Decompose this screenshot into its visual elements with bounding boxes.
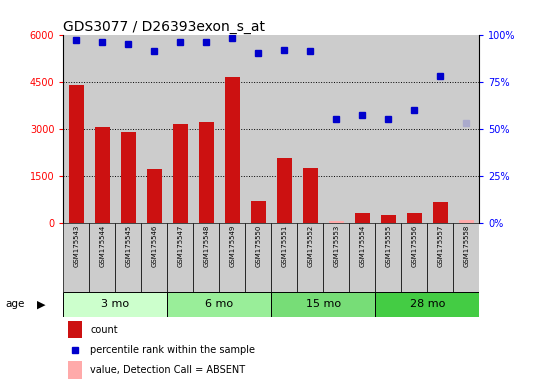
Bar — [453, 35, 479, 223]
Bar — [193, 223, 219, 292]
Bar — [271, 292, 375, 317]
Text: age: age — [6, 299, 25, 310]
Bar — [428, 35, 453, 223]
Text: GSM175548: GSM175548 — [203, 225, 209, 267]
Bar — [375, 35, 401, 223]
Text: GSM175553: GSM175553 — [333, 225, 339, 267]
Bar — [121, 132, 136, 223]
Bar — [375, 292, 479, 317]
Bar — [271, 223, 298, 292]
Bar — [63, 292, 168, 317]
Text: GSM175546: GSM175546 — [152, 225, 158, 267]
Bar — [433, 202, 448, 223]
Bar — [381, 215, 396, 223]
Bar — [453, 223, 479, 292]
Bar — [271, 35, 298, 223]
Bar — [277, 159, 292, 223]
Bar — [349, 223, 375, 292]
Text: GSM175545: GSM175545 — [126, 225, 131, 267]
Bar — [68, 361, 82, 379]
Bar — [63, 35, 89, 223]
Bar — [68, 321, 82, 338]
Bar — [89, 35, 115, 223]
Text: GDS3077 / D26393exon_s_at: GDS3077 / D26393exon_s_at — [63, 20, 266, 33]
Bar — [298, 35, 323, 223]
Text: 15 mo: 15 mo — [306, 299, 341, 310]
Text: GSM175550: GSM175550 — [255, 225, 261, 267]
Text: count: count — [90, 324, 118, 334]
Bar — [225, 77, 240, 223]
Text: GSM175555: GSM175555 — [385, 225, 391, 267]
Bar — [172, 124, 188, 223]
Bar — [142, 223, 168, 292]
Text: GSM175547: GSM175547 — [177, 225, 183, 267]
Bar — [193, 35, 219, 223]
Bar — [142, 35, 168, 223]
Bar — [328, 221, 344, 223]
Bar — [245, 223, 271, 292]
Bar — [147, 169, 162, 223]
Text: GSM175558: GSM175558 — [463, 225, 469, 267]
Bar — [401, 223, 428, 292]
Text: GSM175552: GSM175552 — [307, 225, 314, 267]
Text: GSM175551: GSM175551 — [282, 225, 288, 267]
Bar — [89, 223, 115, 292]
Bar — [219, 223, 245, 292]
Bar — [458, 220, 474, 223]
Bar — [68, 85, 84, 223]
Bar — [245, 35, 271, 223]
Bar — [168, 292, 271, 317]
Bar — [115, 35, 142, 223]
Bar — [302, 168, 318, 223]
Bar — [349, 35, 375, 223]
Text: 28 mo: 28 mo — [410, 299, 445, 310]
Bar — [401, 35, 428, 223]
Text: percentile rank within the sample: percentile rank within the sample — [90, 345, 256, 355]
Bar — [251, 201, 266, 223]
Text: GSM175557: GSM175557 — [437, 225, 444, 267]
Text: GSM175554: GSM175554 — [359, 225, 365, 267]
Bar — [323, 223, 349, 292]
Bar — [168, 223, 193, 292]
Bar — [115, 223, 142, 292]
Bar — [375, 223, 401, 292]
Bar — [407, 214, 422, 223]
Text: 3 mo: 3 mo — [101, 299, 129, 310]
Text: GSM175549: GSM175549 — [229, 225, 235, 267]
Text: value, Detection Call = ABSENT: value, Detection Call = ABSENT — [90, 365, 246, 375]
Text: GSM175544: GSM175544 — [99, 225, 105, 267]
Bar — [95, 127, 110, 223]
Text: ▶: ▶ — [37, 299, 46, 310]
Bar — [323, 35, 349, 223]
Bar — [168, 35, 193, 223]
Text: GSM175543: GSM175543 — [73, 225, 79, 267]
Bar — [355, 214, 370, 223]
Bar — [219, 35, 245, 223]
Bar — [63, 223, 89, 292]
Bar — [198, 122, 214, 223]
Bar — [298, 223, 323, 292]
Text: GSM175556: GSM175556 — [412, 225, 417, 267]
Bar — [428, 223, 453, 292]
Text: 6 mo: 6 mo — [206, 299, 234, 310]
